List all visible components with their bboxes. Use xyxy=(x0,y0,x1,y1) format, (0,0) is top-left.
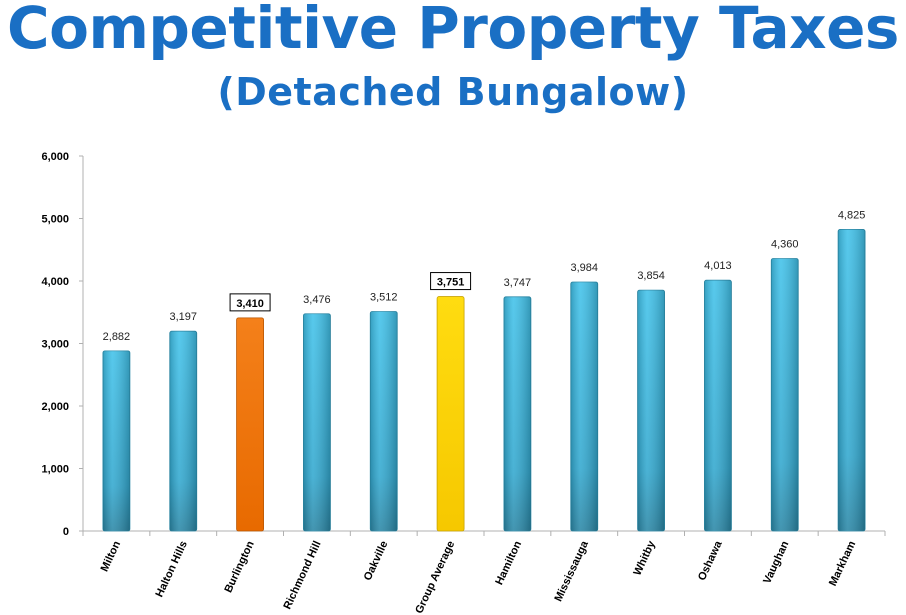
bar-burlington xyxy=(236,317,264,532)
y-tick-label: 6,000 xyxy=(41,151,69,163)
data-label: 4,360 xyxy=(771,239,799,251)
bar-shade xyxy=(771,258,799,531)
data-label: 2,882 xyxy=(103,331,131,343)
chart-title: Competitive Property Taxes xyxy=(7,0,899,62)
x-tick-label: Group Average xyxy=(413,539,457,615)
bar-shade xyxy=(303,313,331,531)
x-tick-label: Richmond Hill xyxy=(282,539,324,611)
bar-shade xyxy=(637,290,665,531)
x-tick-label: Hamilton xyxy=(493,539,524,587)
y-tick-label: 3,000 xyxy=(41,339,69,351)
data-label: 4,825 xyxy=(838,209,866,221)
data-label: 3,751 xyxy=(437,277,465,289)
x-tick-label: Mississauga xyxy=(552,538,591,603)
data-label: 3,197 xyxy=(169,311,197,323)
data-label: 3,476 xyxy=(303,294,331,306)
data-label: 3,410 xyxy=(236,298,264,310)
x-tick-label: Burlington xyxy=(222,539,256,595)
y-tick-label: 2,000 xyxy=(41,401,69,413)
data-label: 3,512 xyxy=(370,292,398,304)
bar-shade xyxy=(503,296,531,531)
data-label-box xyxy=(430,272,472,291)
bar-shade xyxy=(704,280,732,531)
data-label: 4,013 xyxy=(704,260,732,272)
bar-shade xyxy=(169,331,197,531)
data-label: 3,747 xyxy=(504,277,532,289)
bar-shade xyxy=(570,282,598,531)
y-tick-label: 0 xyxy=(63,526,69,538)
x-tick-label: Oshawa xyxy=(696,538,725,582)
bar-shade xyxy=(838,229,866,531)
bar-group-average xyxy=(436,296,465,532)
chart-subtitle: (Detached Bungalow) xyxy=(217,70,689,114)
x-tick-label: Markham xyxy=(827,539,858,588)
y-tick-label: 1,000 xyxy=(41,464,69,476)
x-tick-label: Milton xyxy=(99,539,124,574)
x-tick-label: Vaughan xyxy=(761,539,791,586)
x-tick-label: Whitby xyxy=(631,538,658,577)
data-label: 3,854 xyxy=(637,270,665,282)
data-label: 3,984 xyxy=(570,262,598,274)
x-tick-label: Halton Hills xyxy=(154,539,190,599)
bar-shade xyxy=(370,311,398,531)
y-tick-label: 5,000 xyxy=(41,214,69,226)
y-tick-label: 4,000 xyxy=(41,276,69,288)
data-label-box xyxy=(229,293,271,312)
x-tick-label: Oakville xyxy=(362,539,391,582)
bar-shade xyxy=(102,350,130,531)
